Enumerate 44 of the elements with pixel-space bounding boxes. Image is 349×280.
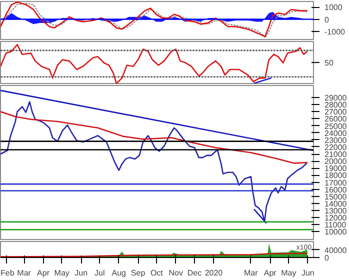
y-tick-label: 13000 bbox=[324, 206, 348, 216]
x-tick-label: Jun bbox=[301, 268, 314, 278]
x-tick-label: Feb bbox=[0, 268, 15, 278]
text: 50 bbox=[324, 58, 334, 68]
x-tick-label: Oct bbox=[150, 268, 164, 278]
x-tick-label: Mar bbox=[244, 268, 258, 278]
x-tick-label: Jun bbox=[74, 268, 88, 278]
y-tick-label: -1000 bbox=[324, 28, 346, 37]
x-tick-label: Apr bbox=[37, 268, 50, 278]
y-tick-label: 23000 bbox=[324, 136, 348, 145]
x-tick-label: 2020 bbox=[204, 268, 224, 278]
x-tick-label: Apr bbox=[264, 268, 277, 278]
x-tick-label: May bbox=[54, 268, 70, 278]
y-tick-label: 18000 bbox=[324, 171, 348, 180]
x-tick-label: Aug bbox=[112, 268, 126, 278]
y-tick-label: 22000 bbox=[324, 142, 348, 152]
y-tick-label: 16000 bbox=[324, 185, 348, 194]
x-tick-label: Sep bbox=[130, 268, 146, 278]
y-tick-label: 26000 bbox=[324, 114, 348, 124]
y-tick-label: 12000 bbox=[324, 214, 348, 223]
x-tick-label: Jul bbox=[94, 268, 106, 278]
y-tick-label: 1000 bbox=[324, 3, 343, 12]
y-tick-label: 20000 bbox=[324, 157, 348, 166]
y-tick-label: 0 bbox=[324, 254, 330, 262]
y-tick-label: 14000 bbox=[324, 199, 348, 208]
x-tick-label: Dec bbox=[187, 268, 202, 278]
y-tick-label: 24000 bbox=[324, 128, 348, 138]
y-tick-label: 28000 bbox=[324, 100, 348, 110]
y-tick-label: 0 bbox=[324, 15, 330, 24]
line-series bbox=[0, 110, 308, 164]
y-tick-label: 10000 bbox=[324, 228, 348, 237]
y-tick-label: 19000 bbox=[324, 164, 348, 174]
y-tick-label: 27000 bbox=[324, 108, 348, 117]
x-tick-label: Nov bbox=[168, 268, 184, 278]
y-tick-label: 25000 bbox=[324, 122, 348, 131]
y-tick-label: 29000 bbox=[324, 94, 348, 103]
y-tick-label: 15000 bbox=[324, 192, 348, 202]
line-series bbox=[0, 101, 308, 222]
y-tick-label: 17000 bbox=[324, 178, 348, 188]
x-tick-label: May bbox=[281, 268, 296, 278]
y-tick-label: 11000 bbox=[324, 220, 347, 230]
y-tick-label: 21000 bbox=[324, 150, 348, 160]
y-tick-label: 40000 bbox=[324, 246, 348, 255]
x-tick-label: Mar bbox=[17, 268, 32, 278]
